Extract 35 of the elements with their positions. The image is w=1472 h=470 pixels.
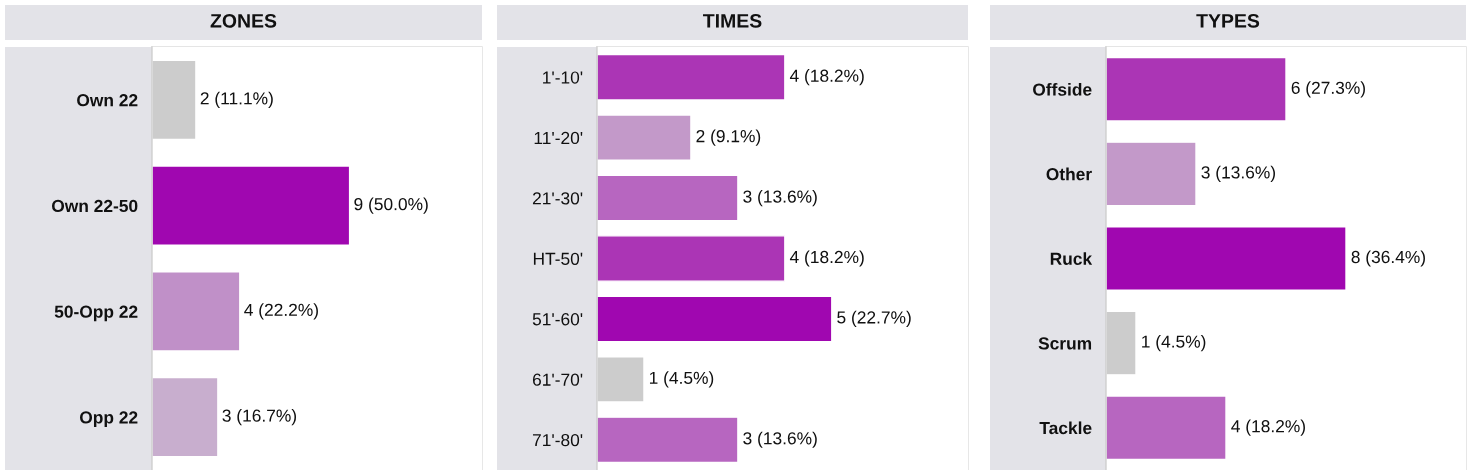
- data-label: 4 (18.2%): [1231, 419, 1305, 436]
- y-tick-label: 21'-30': [532, 192, 583, 205]
- data-label: 6 (27.3%): [1291, 81, 1365, 98]
- chart-title: ZONES: [210, 13, 277, 28]
- data-label: 1 (4.5%): [649, 371, 714, 388]
- y-tick-label: 71'-80': [532, 433, 583, 447]
- data-label: 8 (36.4%): [1351, 250, 1425, 267]
- data-label: 9 (50.0%): [354, 197, 428, 214]
- data-label: 1 (4.5%): [1142, 335, 1206, 352]
- data-label: 3 (13.6%): [1201, 165, 1275, 182]
- y-tick-label: HT-50': [533, 252, 583, 265]
- data-label: 3 (13.6%): [743, 431, 817, 448]
- y-tick-label: Own 22-50: [51, 199, 138, 213]
- data-label: 4 (18.2%): [789, 69, 864, 86]
- data-label: 4 (18.2%): [789, 250, 864, 267]
- y-tick-label: Offside: [1033, 83, 1092, 96]
- y-tick-label: Tackle: [1039, 421, 1092, 435]
- data-label: 3 (13.6%): [743, 189, 817, 207]
- y-tick-label: 51'-60': [532, 313, 583, 326]
- y-tick-label: 11'-20': [534, 131, 583, 145]
- y-tick-label: 61'-70': [532, 373, 583, 386]
- data-label: 5 (22.7%): [837, 310, 911, 328]
- y-tick-label: Opp 22: [79, 411, 138, 428]
- y-tick-label: Ruck: [1050, 252, 1093, 265]
- data-label: 2 (9.1%): [696, 129, 761, 146]
- y-tick-label: Scrum: [1038, 337, 1092, 350]
- data-label: 4 (22.2%): [244, 303, 318, 320]
- y-tick-label: 1'-10': [543, 71, 583, 84]
- data-label: 2 (11.1%): [200, 91, 273, 108]
- y-tick-label: Own 22: [77, 94, 138, 107]
- chart-title: TIMES: [703, 13, 762, 28]
- y-tick-label: 50-Opp 22: [54, 305, 138, 322]
- data-label: 3 (16.7%): [222, 409, 297, 426]
- chart-title: TYPES: [1196, 13, 1260, 28]
- y-tick-label: Other: [1046, 167, 1092, 181]
